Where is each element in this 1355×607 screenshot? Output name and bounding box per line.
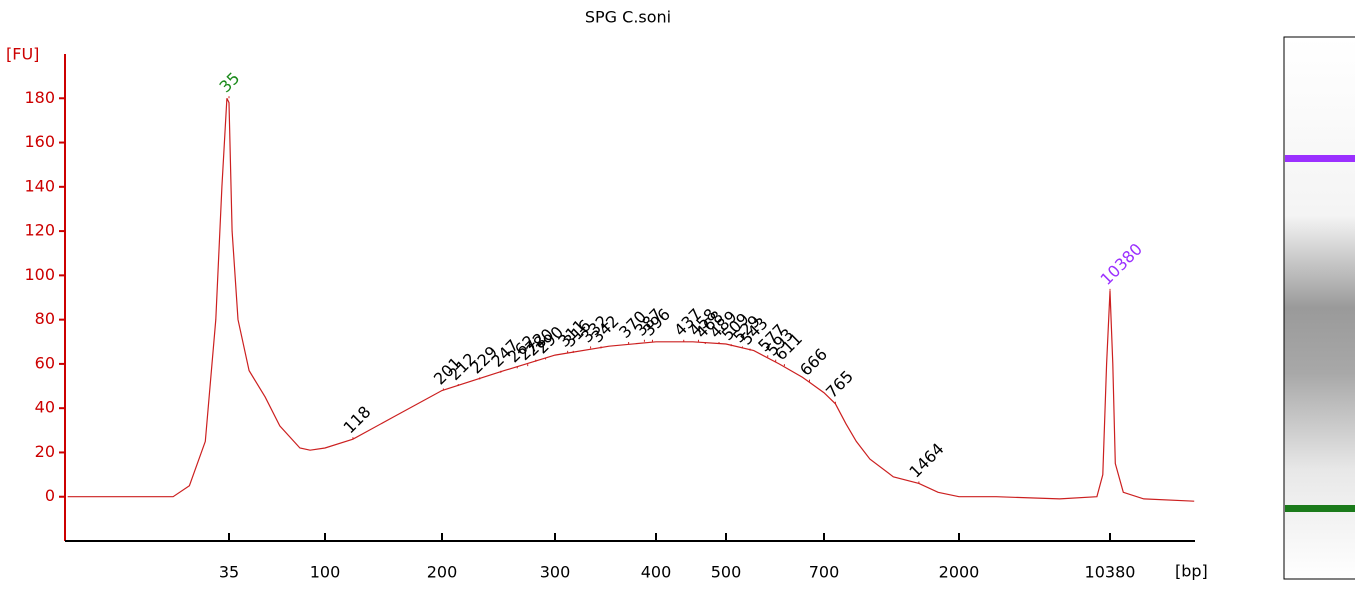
peak-label: 1464 <box>905 439 947 481</box>
y-tick-label: 180 <box>24 88 55 107</box>
y-tick-label: 140 <box>24 176 55 195</box>
x-tick-label: 10380 <box>1085 563 1136 582</box>
peak-label: 666 <box>796 345 831 380</box>
x-tick-label: 35 <box>219 563 239 582</box>
peak-label: 118 <box>340 402 375 437</box>
y-tick-label: 120 <box>24 221 55 240</box>
y-tick-label: 20 <box>35 442 55 461</box>
x-axis-label: [bp] <box>1175 562 1208 581</box>
y-tick-label: 60 <box>35 353 55 372</box>
x-tick-label: 500 <box>711 563 742 582</box>
lane-frame <box>1283 36 1355 580</box>
lower-marker-band <box>1285 505 1355 512</box>
chart-title: SPG C.soni <box>585 8 671 27</box>
y-axis-label: [FU] <box>6 45 39 64</box>
y-tick-label: 80 <box>35 309 55 328</box>
gel-lane <box>1283 36 1355 580</box>
x-tick-label: 2000 <box>939 563 980 582</box>
x-tick-label: 300 <box>540 563 571 582</box>
upper-marker-band <box>1285 155 1355 162</box>
x-tick-label: 400 <box>641 563 672 582</box>
x-tick-label: 700 <box>809 563 840 582</box>
trace <box>67 98 1195 502</box>
y-tick-label: 160 <box>24 132 55 151</box>
y-tick-label: 100 <box>24 265 55 284</box>
y-tick-label: 0 <box>45 486 55 505</box>
peak-label: 35 <box>216 68 244 96</box>
peak-label: 10380 <box>1097 239 1146 288</box>
x-tick-label: 100 <box>310 563 341 582</box>
y-tick-label: 40 <box>35 398 55 417</box>
x-tick-label: 200 <box>427 563 458 582</box>
